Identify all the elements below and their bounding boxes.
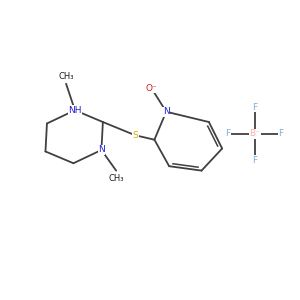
Text: N: N <box>98 146 105 154</box>
Text: CH₃: CH₃ <box>58 72 74 81</box>
Text: B⁻: B⁻ <box>249 129 260 138</box>
Text: NH: NH <box>68 106 82 115</box>
Text: S: S <box>132 131 138 140</box>
Text: F: F <box>252 103 257 112</box>
Text: F: F <box>226 129 231 138</box>
Text: F: F <box>252 156 257 165</box>
Text: F: F <box>278 129 284 138</box>
Text: O⁻: O⁻ <box>146 84 157 93</box>
Text: CH₃: CH₃ <box>108 174 124 183</box>
Text: N: N <box>163 107 169 116</box>
